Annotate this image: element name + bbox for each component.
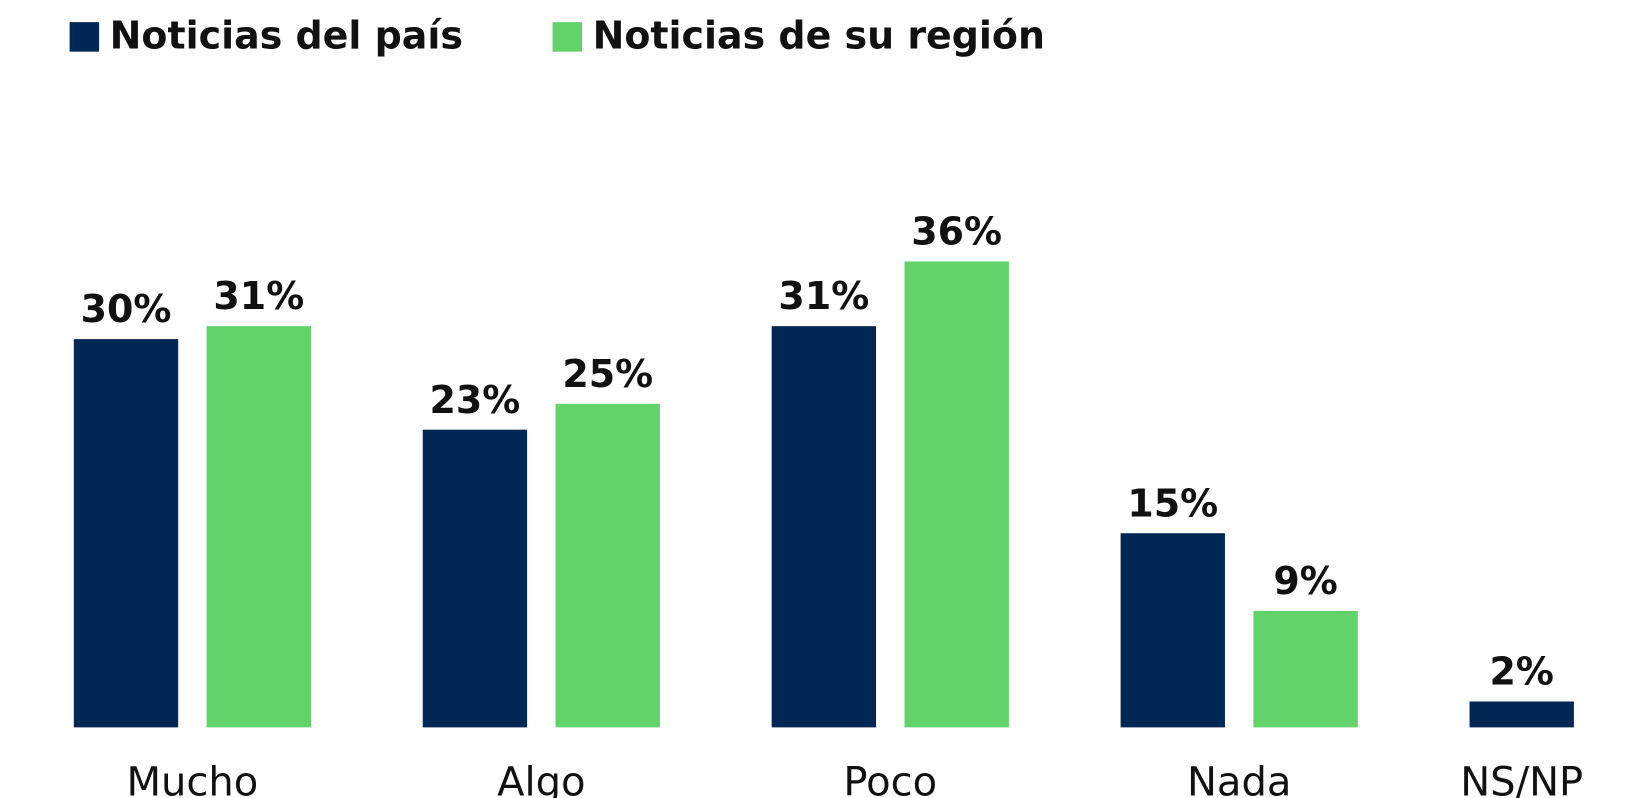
data-label: 30% xyxy=(81,287,172,331)
bar xyxy=(1120,533,1225,728)
legend-label: Noticias de su región xyxy=(593,13,1045,57)
bar xyxy=(73,339,179,728)
legend-swatch xyxy=(552,22,583,52)
bar xyxy=(555,403,660,728)
data-label: 2% xyxy=(1489,650,1553,694)
data-label: 31% xyxy=(778,274,869,318)
x-tick-label: Poco xyxy=(843,759,937,798)
bar xyxy=(422,429,528,728)
bar xyxy=(771,326,877,728)
x-tick-label: Algo xyxy=(497,759,585,798)
bar xyxy=(904,261,1009,728)
data-label: 9% xyxy=(1273,559,1337,603)
x-tick-label: Mucho xyxy=(126,759,258,798)
bar xyxy=(206,326,312,728)
x-tick-label: NS/NP xyxy=(1460,759,1583,798)
bar xyxy=(1469,701,1574,728)
bar xyxy=(1253,610,1358,728)
data-label: 15% xyxy=(1127,481,1218,525)
data-label: 31% xyxy=(213,274,304,318)
data-label: 25% xyxy=(562,352,653,396)
x-tick-label: Nada xyxy=(1187,759,1291,798)
legend-label: Noticias del país xyxy=(110,13,463,57)
data-label: 23% xyxy=(430,378,521,422)
data-label: 36% xyxy=(911,210,1002,254)
legend-swatch xyxy=(69,22,100,52)
